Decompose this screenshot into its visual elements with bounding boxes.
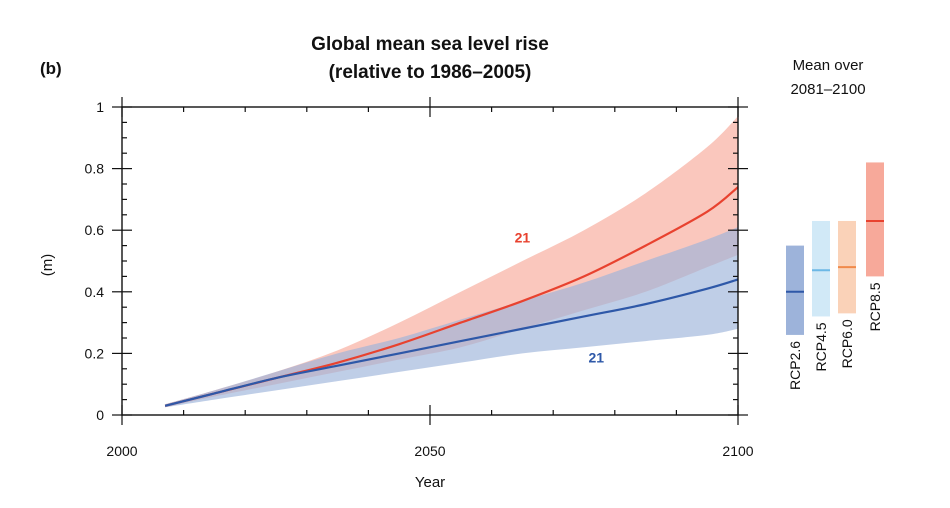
chart-title: Global mean sea level rise [311,34,549,55]
y-tick-label: 0.8 [85,161,105,177]
projection-line-1 [164,278,739,407]
axes: 2000 2050 2100 0 0.2 0.4 0.6 0.8 1 [85,97,754,459]
range-bar-RCP2.6 [786,245,804,335]
side-label-RCP2.6: RCP2.6 [787,341,803,390]
projection-lines [164,186,739,407]
side-panel-bars: RCP2.6 RCP4.5 RCP6.0 RCP8.5 [786,162,884,390]
y-axis-label: (m) [39,254,56,277]
uncertainty-band-1 [165,227,738,408]
y-tick-label: 0 [96,407,104,423]
y-tick-label: 1 [96,99,104,115]
side-panel-title-line2: 2081–2100 [790,81,865,98]
side-label-RCP4.5: RCP4.5 [813,322,829,371]
series-annotation-1: 21 [589,350,605,366]
range-bar-RCP8.5 [866,162,884,277]
series-annotation-0: 21 [515,230,531,246]
chart-subtitle: (relative to 1986–2005) [329,62,532,83]
range-bar-RCP4.5 [812,220,830,317]
uncertainty-bands [165,116,738,408]
x-axis-label: Year [415,474,445,491]
y-tick-label: 0.6 [85,222,105,238]
panel-label: (b) [40,59,62,78]
side-label-RCP6.0: RCP6.0 [839,319,855,368]
y-tick-label: 0.2 [85,345,105,361]
x-tick-label: 2050 [414,443,445,459]
side-panel-title-line1: Mean over [793,57,864,74]
y-tick-label: 0.4 [85,284,105,300]
series-annotations: 21 21 [515,230,605,366]
x-tick-label: 2000 [106,443,137,459]
side-label-RCP8.5: RCP8.5 [867,282,883,331]
x-tick-label: 2100 [722,443,753,459]
